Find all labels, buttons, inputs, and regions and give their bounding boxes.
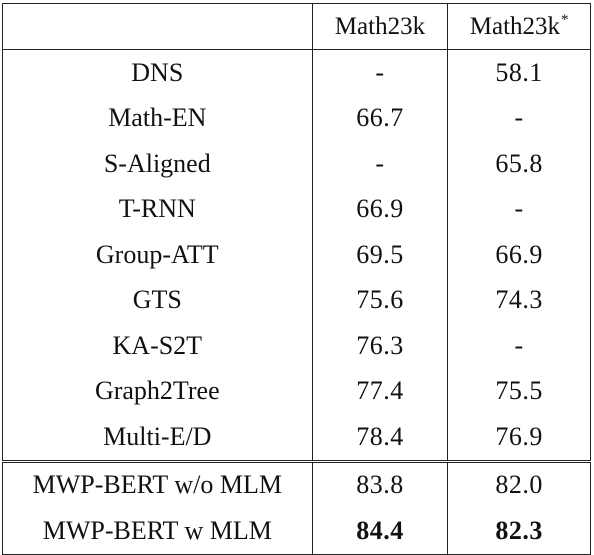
math23k-star-score-cell: 58.1 <box>447 49 591 96</box>
header-empty-cell <box>2 3 313 50</box>
table-row: GTS 75.6 74.3 <box>2 277 591 323</box>
model-name-cell: KA-S2T <box>2 323 313 369</box>
table-row: MWP-BERT w/o MLM 83.8 82.0 <box>2 459 591 508</box>
table-row: MWP-BERT w MLM 84.4 82.3 <box>2 508 591 555</box>
table-row: DNS - 58.1 <box>2 49 591 96</box>
model-name-cell: S-Aligned <box>2 141 313 187</box>
header-math23k: Math23k <box>311 3 449 50</box>
math23k-star-score-cell: 74.3 <box>447 277 591 323</box>
math23k-star-score-cell: - <box>447 323 591 369</box>
math23k-score-cell: 66.7 <box>311 95 449 141</box>
header-math23k-star-label: Math23k <box>469 13 561 40</box>
math23k-star-score-cell: 82.0 <box>447 459 591 508</box>
header-math23k-star: Math23k* <box>447 3 591 50</box>
math23k-star-score-cell: 66.9 <box>447 232 591 278</box>
math23k-star-score-cell: - <box>447 186 591 232</box>
math23k-score-cell: 78.4 <box>311 414 449 461</box>
model-name-cell: MWP-BERT w MLM <box>2 508 313 555</box>
math23k-score-cell: 77.4 <box>311 368 449 414</box>
model-name-cell: Group-ATT <box>2 232 313 278</box>
math23k-score-cell: 69.5 <box>311 232 449 278</box>
results-table: Math23k Math23k* DNS - 58.1 Math-EN 66.7… <box>2 3 591 555</box>
math23k-star-best-score-cell: 82.3 <box>447 508 591 555</box>
model-name-cell: MWP-BERT w/o MLM <box>2 459 313 508</box>
model-name-cell: Multi-E/D <box>2 414 313 461</box>
math23k-score-cell: 76.3 <box>311 323 449 369</box>
model-name-cell: Math-EN <box>2 95 313 141</box>
model-name-cell: GTS <box>2 277 313 323</box>
model-name-cell: Graph2Tree <box>2 368 313 414</box>
model-name-cell: T-RNN <box>2 186 313 232</box>
asterisk-marker: * <box>561 12 569 28</box>
table-row: Group-ATT 69.5 66.9 <box>2 232 591 278</box>
math23k-score-cell: - <box>311 141 449 187</box>
math23k-star-score-cell: 75.5 <box>447 368 591 414</box>
table-row: Math-EN 66.7 - <box>2 95 591 141</box>
math23k-best-score-cell: 84.4 <box>311 508 449 555</box>
math23k-score-cell: - <box>311 49 449 96</box>
math23k-star-score-cell: 76.9 <box>447 414 591 461</box>
table-row: Multi-E/D 78.4 76.9 <box>2 414 591 461</box>
table-header-row: Math23k Math23k* <box>2 3 591 50</box>
table-row: KA-S2T 76.3 - <box>2 323 591 369</box>
math23k-score-cell: 75.6 <box>311 277 449 323</box>
math23k-star-score-cell: 65.8 <box>447 141 591 187</box>
table-row: S-Aligned - 65.8 <box>2 141 591 187</box>
model-name-cell: DNS <box>2 49 313 96</box>
table-row: T-RNN 66.9 - <box>2 186 591 232</box>
math23k-score-cell: 83.8 <box>311 459 449 508</box>
math23k-score-cell: 66.9 <box>311 186 449 232</box>
table-row: Graph2Tree 77.4 75.5 <box>2 368 591 414</box>
math23k-star-score-cell: - <box>447 95 591 141</box>
